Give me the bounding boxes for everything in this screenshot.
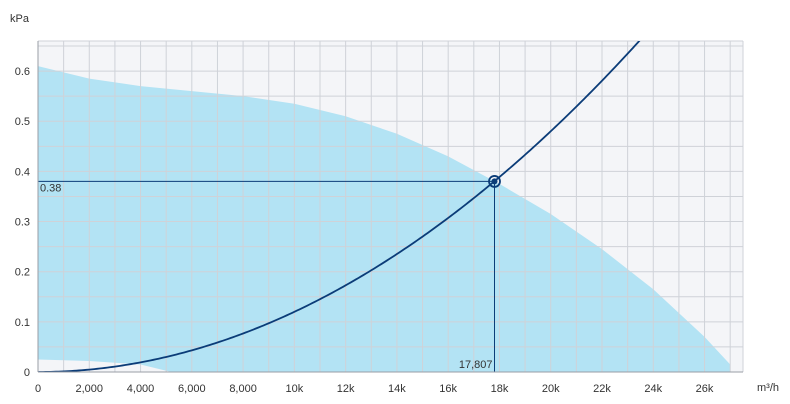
x-tick-label: 18k (491, 383, 509, 395)
operating-point-reference-lines: 0.38 17,807 (38, 180, 496, 372)
x-tick-label: 12k (337, 383, 355, 395)
operating-point-marker-dot (491, 178, 498, 185)
x-axis-unit: m³/h (757, 382, 779, 394)
x-tick-label: 24k (644, 383, 662, 395)
system-curve-line (38, 41, 641, 372)
x-tick-label: 10k (285, 383, 303, 395)
operating-point (488, 175, 501, 188)
x-tick-label: 22k (593, 383, 611, 395)
x-tick-label: 16k (439, 383, 457, 395)
x-tick-label: 14k (388, 383, 406, 395)
x-tick-label: 20k (542, 383, 560, 395)
x-tick-label: 8,000 (229, 383, 257, 395)
operating-point-x-label: 17,807 (459, 359, 493, 371)
y-tick-label: 0.2 (15, 267, 30, 279)
y-tick-label: 0.3 (15, 217, 30, 229)
operating-point-marker-ring (488, 175, 501, 188)
y-tick-label: 0.6 (15, 66, 30, 78)
y-tick-label: 0 (24, 367, 30, 379)
axes: 0 2,000 4,000 6,000 8,000 10k 12k 14k 16k 18k 20k 2… (15, 41, 743, 395)
operating-region-area (38, 66, 731, 373)
x-tick-label: 2,000 (76, 383, 104, 395)
x-tick-label: 6,000 (178, 383, 206, 395)
y-tick-label: 0.5 (15, 116, 30, 128)
x-tick-label: 4,000 (127, 383, 155, 395)
x-tick-label: 0 (35, 383, 41, 395)
y-tick-label: 0.4 (15, 166, 30, 178)
system-curve (38, 41, 641, 372)
operating-point-y-label: 0.38 (40, 182, 61, 194)
y-tick-label: 0.1 (15, 317, 30, 329)
operating-region (38, 66, 731, 373)
x-tick-label: 26k (696, 383, 714, 395)
y-axis-unit: kPa (10, 13, 30, 25)
